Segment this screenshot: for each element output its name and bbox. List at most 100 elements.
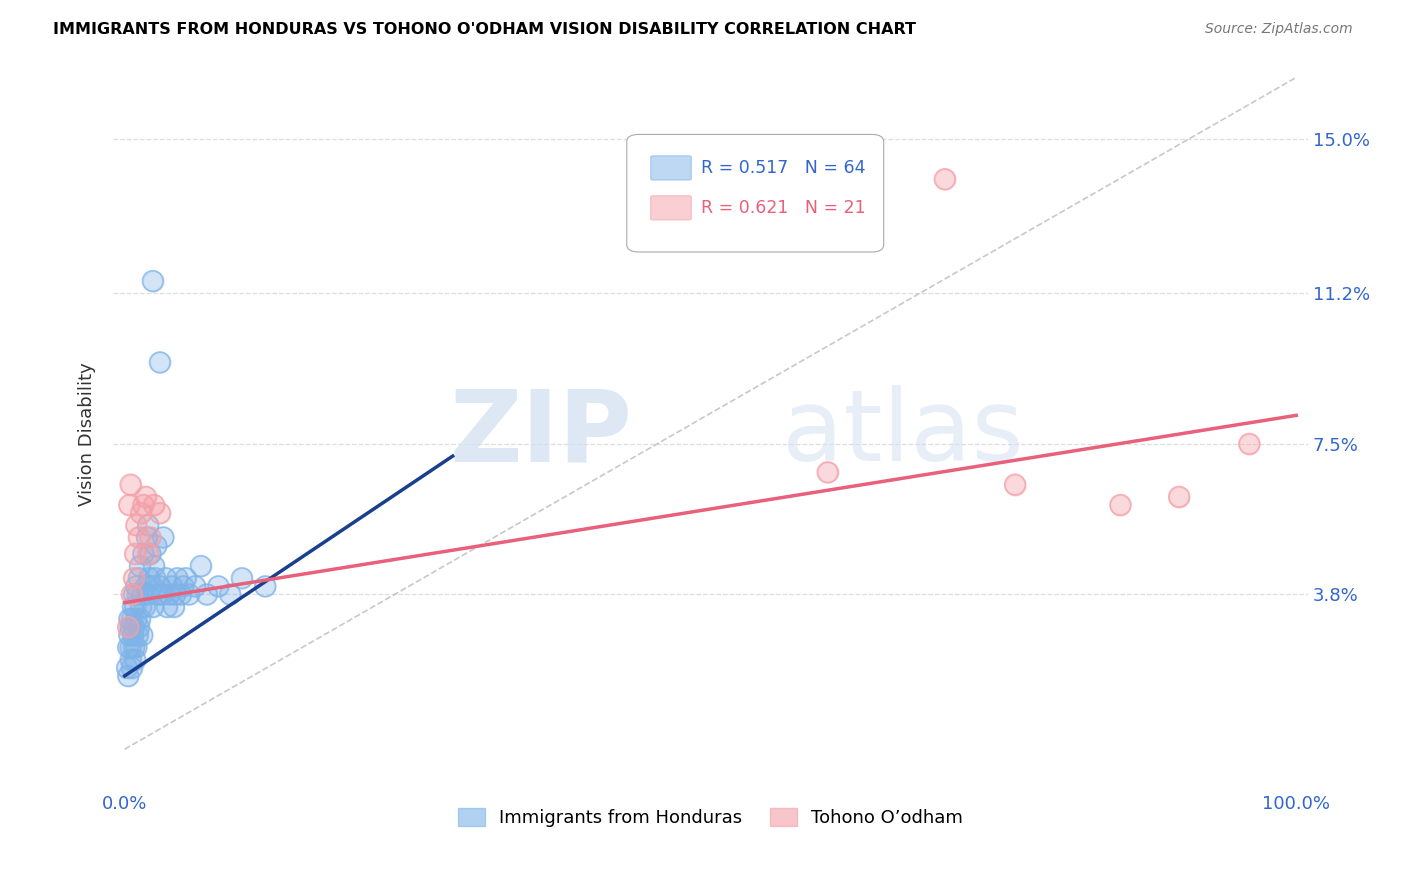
Point — [146, 587, 169, 601]
Point — [146, 587, 169, 601]
Point — [128, 531, 150, 545]
Point — [127, 628, 149, 642]
Point — [120, 477, 142, 491]
Point — [163, 599, 186, 614]
Point — [121, 628, 143, 642]
Point — [124, 547, 146, 561]
Point — [1109, 498, 1132, 512]
Point — [149, 355, 172, 369]
Point — [143, 571, 166, 585]
Point — [122, 571, 145, 585]
Text: atlas: atlas — [782, 385, 1024, 483]
Point — [125, 579, 148, 593]
Point — [150, 587, 173, 601]
Point — [142, 274, 165, 288]
Point — [195, 587, 218, 601]
Point — [170, 587, 193, 601]
Point — [120, 640, 142, 655]
Point — [145, 539, 167, 553]
Point — [121, 661, 143, 675]
Point — [124, 599, 146, 614]
Point — [135, 490, 157, 504]
Point — [145, 539, 167, 553]
Point — [136, 518, 159, 533]
Point — [152, 531, 174, 545]
Point — [134, 599, 156, 614]
Point — [118, 498, 141, 512]
Point — [207, 579, 229, 593]
Point — [135, 579, 157, 593]
Point — [125, 579, 148, 593]
Point — [135, 579, 157, 593]
Point — [117, 669, 139, 683]
Point — [118, 498, 141, 512]
Point — [219, 587, 242, 601]
Point — [160, 579, 183, 593]
Point — [195, 587, 218, 601]
Point — [139, 531, 162, 545]
Point — [115, 661, 138, 675]
Point — [121, 612, 143, 626]
Point — [163, 587, 186, 601]
Point — [172, 579, 194, 593]
Point — [163, 599, 186, 614]
Point — [122, 620, 145, 634]
Point — [141, 579, 163, 593]
Point — [1109, 498, 1132, 512]
Point — [184, 579, 207, 593]
Point — [254, 579, 277, 593]
Point — [128, 620, 150, 634]
Point — [120, 640, 142, 655]
Point — [132, 498, 155, 512]
Point — [1004, 477, 1026, 491]
Point — [157, 587, 180, 601]
Point — [141, 579, 163, 593]
Point — [122, 640, 145, 655]
Point — [117, 620, 139, 634]
Point — [139, 531, 162, 545]
Point — [129, 599, 152, 614]
Point — [139, 547, 162, 561]
Point — [174, 571, 197, 585]
Point — [125, 518, 148, 533]
Point — [125, 640, 148, 655]
Point — [120, 620, 142, 634]
Point — [160, 579, 183, 593]
Point — [170, 587, 193, 601]
Point — [122, 640, 145, 655]
Point — [142, 559, 165, 574]
Point — [156, 599, 179, 614]
Point — [142, 498, 165, 512]
Point — [136, 587, 159, 601]
Point — [254, 579, 277, 593]
Point — [142, 498, 165, 512]
Point — [120, 477, 142, 491]
Point — [817, 466, 839, 480]
Point — [156, 599, 179, 614]
Point — [136, 518, 159, 533]
Point — [132, 547, 155, 561]
FancyBboxPatch shape — [651, 156, 692, 180]
Point — [115, 661, 138, 675]
Point — [1239, 437, 1261, 451]
Point — [155, 571, 177, 585]
Text: IMMIGRANTS FROM HONDURAS VS TOHONO O'ODHAM VISION DISABILITY CORRELATION CHART: IMMIGRANTS FROM HONDURAS VS TOHONO O'ODH… — [53, 22, 917, 37]
Point — [190, 559, 212, 574]
Point — [143, 571, 166, 585]
Point — [118, 628, 141, 642]
Point — [136, 587, 159, 601]
Point — [122, 587, 145, 601]
Point — [120, 620, 142, 634]
FancyBboxPatch shape — [651, 195, 692, 220]
Point — [128, 571, 150, 585]
Point — [121, 661, 143, 675]
Point — [934, 172, 956, 186]
Point — [934, 172, 956, 186]
Point — [155, 571, 177, 585]
Point — [120, 652, 142, 666]
Point — [231, 571, 253, 585]
Point — [136, 547, 159, 561]
Point — [152, 531, 174, 545]
Point — [1239, 437, 1261, 451]
Point — [139, 547, 162, 561]
